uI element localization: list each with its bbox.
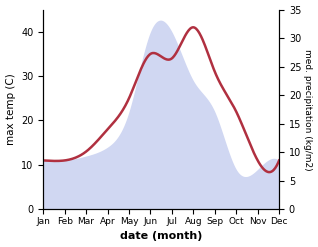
Y-axis label: med. precipitation (kg/m2): med. precipitation (kg/m2) (303, 49, 313, 170)
X-axis label: date (month): date (month) (120, 231, 202, 242)
Y-axis label: max temp (C): max temp (C) (5, 74, 16, 145)
